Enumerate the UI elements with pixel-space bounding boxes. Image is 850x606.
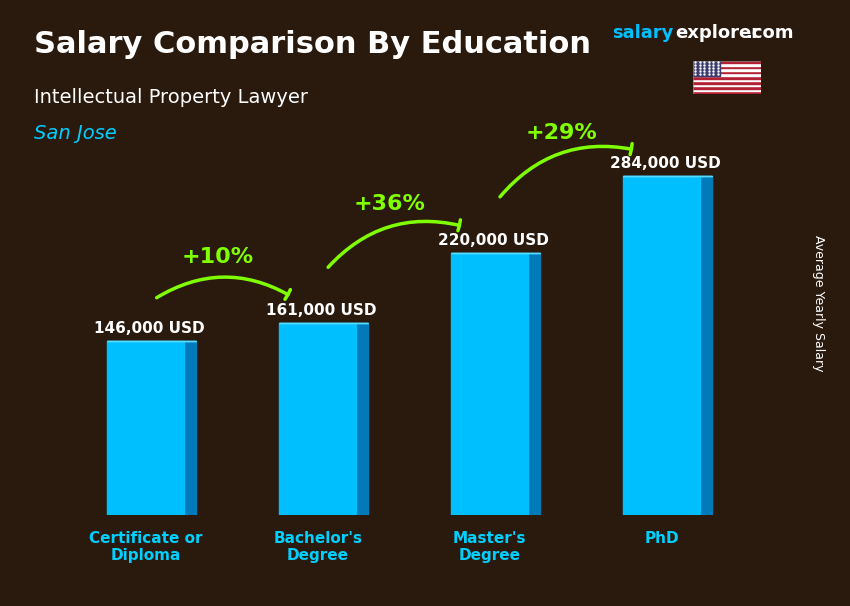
- Bar: [693, 63, 761, 65]
- Bar: [693, 79, 761, 81]
- Bar: [623, 176, 700, 515]
- Text: San Jose: San Jose: [34, 124, 116, 143]
- Bar: [693, 65, 761, 68]
- Text: +10%: +10%: [182, 247, 254, 267]
- Text: Salary Comparison By Education: Salary Comparison By Education: [34, 30, 591, 59]
- Polygon shape: [700, 176, 712, 515]
- Polygon shape: [184, 341, 196, 515]
- Bar: [451, 253, 529, 515]
- Text: salary: salary: [612, 24, 673, 42]
- Bar: [693, 81, 761, 84]
- Bar: [693, 84, 761, 86]
- Bar: [693, 61, 761, 63]
- Bar: [107, 341, 184, 515]
- Text: Average Yearly Salary: Average Yearly Salary: [812, 235, 824, 371]
- Bar: [693, 89, 761, 92]
- Bar: [693, 61, 720, 76]
- Bar: [693, 68, 761, 71]
- Text: 161,000 USD: 161,000 USD: [266, 303, 377, 318]
- Bar: [693, 73, 761, 76]
- Bar: [693, 86, 761, 89]
- Text: 284,000 USD: 284,000 USD: [609, 156, 721, 171]
- Bar: [693, 76, 761, 79]
- Text: Intellectual Property Lawyer: Intellectual Property Lawyer: [34, 88, 308, 107]
- Text: 220,000 USD: 220,000 USD: [438, 233, 548, 248]
- Text: 146,000 USD: 146,000 USD: [94, 321, 205, 336]
- Polygon shape: [356, 323, 368, 515]
- Text: explorer: explorer: [676, 24, 761, 42]
- Polygon shape: [529, 253, 541, 515]
- Bar: [693, 71, 761, 73]
- Bar: [693, 92, 761, 94]
- Text: +36%: +36%: [354, 194, 426, 214]
- Bar: [279, 323, 356, 515]
- Text: .com: .com: [745, 24, 794, 42]
- Text: +29%: +29%: [526, 123, 598, 144]
